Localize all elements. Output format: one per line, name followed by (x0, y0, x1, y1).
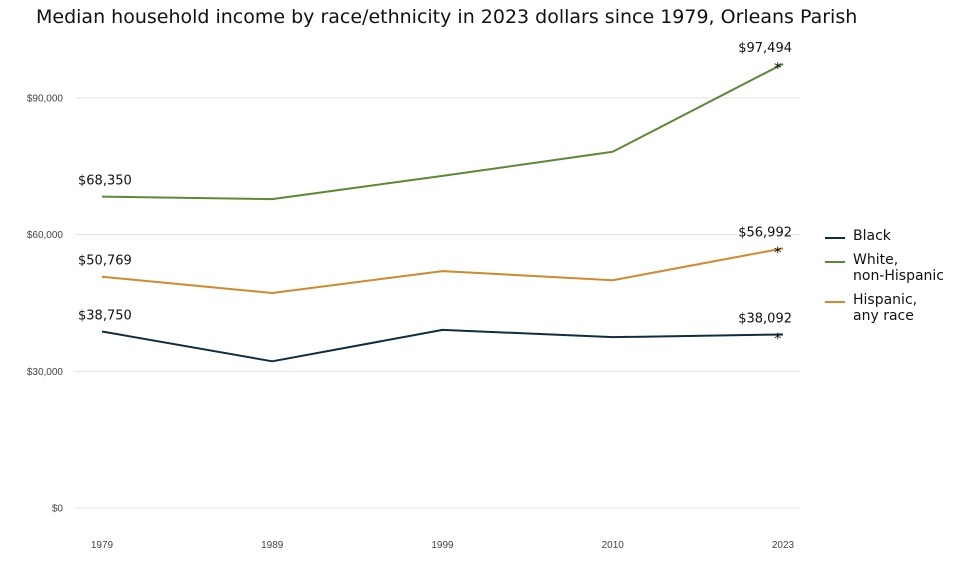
legend-label-black: Black (853, 228, 891, 244)
asterisk-marker: * (774, 59, 782, 77)
data-label: $56,992 (738, 225, 792, 240)
y-tick-label: $90,000 (27, 94, 64, 105)
series-line (101, 328, 784, 363)
legend-label-hispanic-line2: any race (853, 308, 914, 324)
legend-item-hispanic: Hispanic, any race (825, 292, 960, 324)
y-tick-label: $30,000 (27, 367, 64, 378)
legend-label-white-line2: non-Hispanic (853, 268, 944, 284)
x-tick-label: 2010 (602, 540, 625, 551)
y-tick-label: $0 (52, 504, 64, 515)
chart-title: Median household income by race/ethnicit… (36, 6, 858, 28)
x-tick-label: 2023 (772, 540, 795, 551)
y-tick-label: $60,000 (27, 230, 64, 241)
x-tick-label: 1999 (431, 540, 454, 551)
legend-swatch-hispanic (825, 301, 845, 303)
legend-item-black: Black (825, 228, 960, 244)
data-label: $38,750 (78, 308, 132, 323)
x-tick-label: 1989 (261, 540, 284, 551)
legend-label-hispanic-line1: Hispanic, (853, 292, 918, 308)
data-label: $68,350 (78, 174, 132, 189)
data-label: $97,494 (738, 41, 792, 56)
legend-swatch-white (825, 261, 845, 263)
series-line (101, 247, 784, 294)
legend-label-white-line1: White, (853, 252, 899, 268)
data-label: $50,769 (78, 254, 132, 269)
asterisk-marker: * (774, 329, 782, 347)
series-line (101, 62, 784, 201)
legend-swatch-black (825, 237, 845, 239)
asterisk-marker: * (774, 243, 782, 261)
data-label: $38,092 (738, 311, 792, 326)
x-tick-label: 1979 (91, 540, 114, 551)
legend: Black White, non-Hispanic Hispanic, any … (825, 228, 960, 332)
legend-item-white: White, non-Hispanic (825, 252, 960, 284)
